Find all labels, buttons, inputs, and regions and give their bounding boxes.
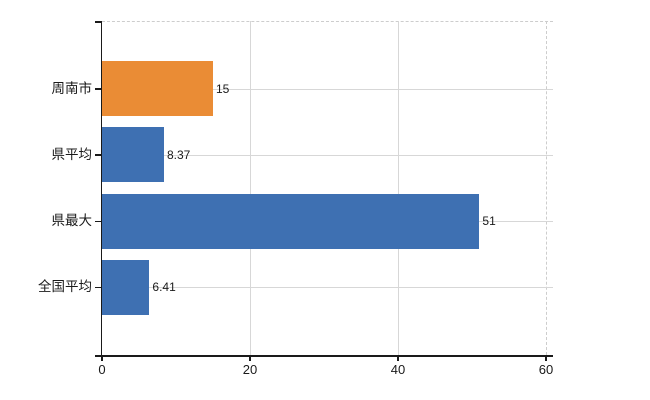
x-tick-label: 0 [98, 362, 106, 377]
y-axis-tick [95, 88, 102, 90]
x-axis-tick [249, 355, 251, 361]
bar-value-label: 51 [482, 214, 496, 229]
x-tick-label: 60 [538, 362, 554, 377]
category-label: 全国平均 [38, 279, 92, 295]
category-gridline [102, 154, 553, 156]
vertical-gridline [398, 21, 399, 355]
vertical-gridline [250, 21, 251, 355]
y-axis-top-tick [95, 21, 102, 23]
y-axis-tick [95, 286, 102, 289]
x-axis-tick [397, 355, 399, 361]
x-axis-tick [101, 355, 103, 361]
x-axis-tick [545, 355, 547, 361]
bar-value-label: 15 [216, 81, 230, 96]
category-label: 県最大 [51, 213, 93, 229]
y-axis-tick [95, 220, 102, 223]
bar-3 [102, 193, 480, 249]
category-label: 県平均 [51, 146, 93, 162]
x-tick-label: 20 [242, 362, 258, 377]
bar-value-label: 6.41 [152, 280, 176, 295]
y-axis-line [100, 21, 102, 355]
bar-value-label: 8.37 [166, 147, 191, 162]
category-gridline [102, 287, 553, 289]
x-tick-label: 40 [390, 362, 406, 377]
x-axis-line [95, 355, 553, 357]
bar-4 [102, 259, 150, 315]
category-gridline [102, 88, 553, 90]
bar-2 [102, 127, 164, 183]
y-axis-tick [95, 154, 102, 156]
plot-right-border [546, 21, 547, 355]
bar-1 [102, 61, 213, 116]
plot-top-border [102, 21, 553, 22]
category-label: 周南市 [51, 80, 93, 96]
